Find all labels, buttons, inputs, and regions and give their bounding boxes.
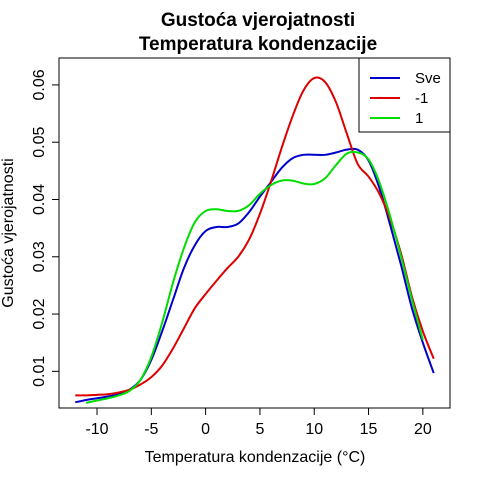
x-tick-label: 5 xyxy=(255,421,264,438)
y-tick-label: 0.06 xyxy=(31,69,48,100)
x-axis: -10 -5 0 5 10 15 20 xyxy=(85,408,432,438)
legend-label: -1 xyxy=(415,90,428,107)
y-tick-label: 0.02 xyxy=(31,298,48,329)
legend-label: Sve xyxy=(415,70,441,87)
legend-label: 1 xyxy=(415,110,423,127)
x-tick-label: 0 xyxy=(201,421,210,438)
y-tick-label: 0.03 xyxy=(31,241,48,272)
legend: Sve -1 1 xyxy=(358,57,451,133)
series-layer xyxy=(75,76,435,404)
x-tick-label: 15 xyxy=(360,421,378,438)
y-axis: 0.01 0.02 0.03 0.04 0.05 0.06 xyxy=(31,69,59,387)
x-axis-label: Temperatura kondenzacije (°C) xyxy=(145,449,366,466)
chart-subtitle: Temperatura kondenzacije xyxy=(139,34,377,55)
y-tick-label: 0.05 xyxy=(31,127,48,158)
y-tick-label: 0.04 xyxy=(31,184,48,215)
chart-title: Gustoća vjerojatnosti xyxy=(161,10,355,31)
x-tick-label: -10 xyxy=(85,421,108,438)
legend-entries: Sve -1 1 xyxy=(370,70,441,127)
x-tick-label: -5 xyxy=(144,421,158,438)
x-tick-label: 10 xyxy=(305,421,323,438)
legend-box xyxy=(358,57,451,133)
plot-frame xyxy=(58,57,451,409)
x-tick-label: 20 xyxy=(414,421,432,438)
series-line-1 xyxy=(85,150,424,404)
y-tick-label: 0.01 xyxy=(31,356,48,387)
y-axis-label: Gustoća vjerojatnosti xyxy=(0,158,17,307)
